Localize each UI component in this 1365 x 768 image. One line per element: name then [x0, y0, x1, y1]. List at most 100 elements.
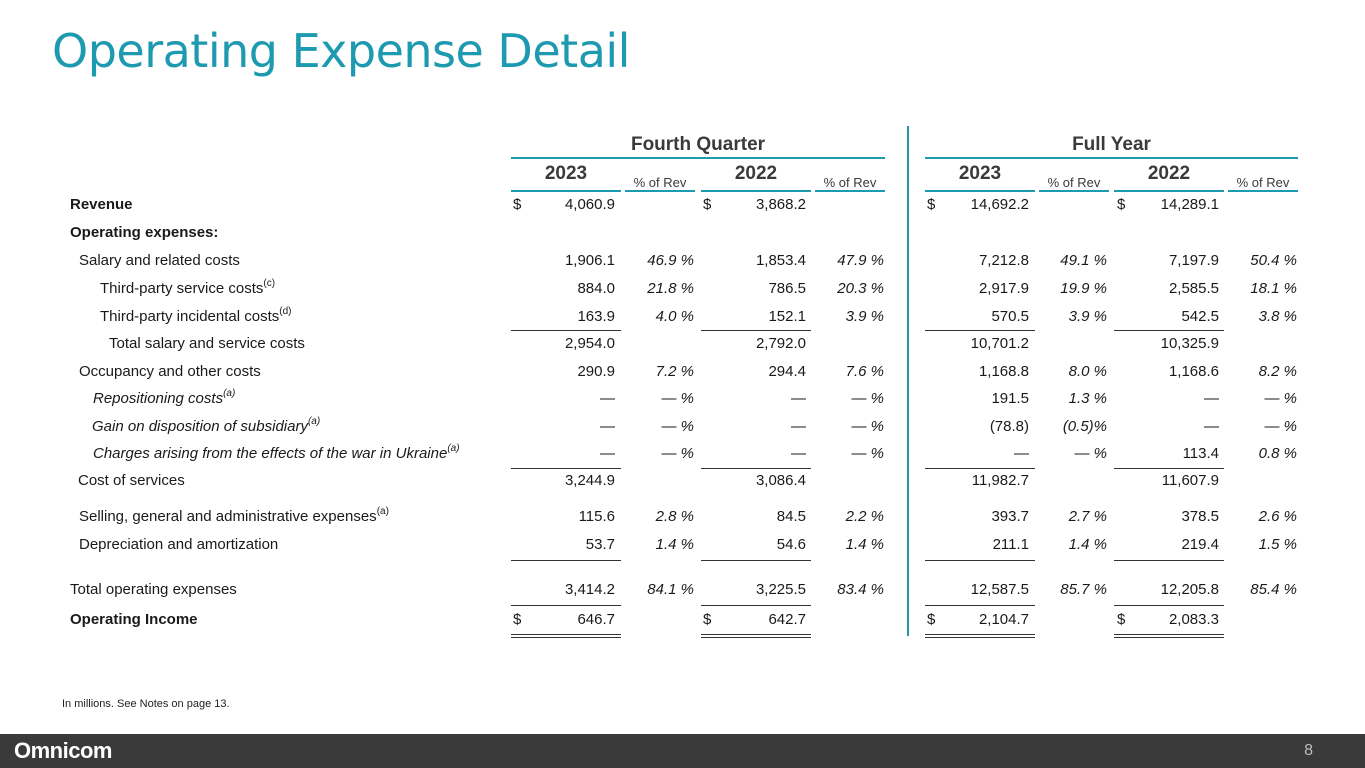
- subtotal-rule: [1114, 330, 1224, 331]
- pct-rev-cell: 1.5 %: [1258, 536, 1297, 553]
- footnote-marker: (c): [263, 278, 276, 289]
- subtotal-rule: [511, 560, 621, 561]
- column-underline: [815, 190, 885, 192]
- pct-rev-cell: — %: [661, 418, 694, 435]
- amount-cell: 1,853.4: [755, 252, 806, 269]
- pct-rev-cell: 46.9 %: [647, 252, 694, 269]
- amount-cell: 290.9: [577, 363, 615, 380]
- currency-symbol: $: [703, 611, 712, 628]
- column-pct-rev: % of Rev: [1236, 175, 1290, 190]
- amount-cell: —: [1014, 445, 1029, 462]
- amount-cell: 219.4: [1181, 536, 1219, 553]
- row-label: Occupancy and other costs: [79, 360, 261, 384]
- amount-cell: 786.5: [768, 280, 806, 297]
- amount-cell: 378.5: [1181, 508, 1219, 525]
- amount-cell: 7,212.8: [978, 252, 1029, 269]
- footnote-marker: (a): [223, 388, 236, 399]
- pct-rev-cell: 8.2 %: [1258, 363, 1297, 380]
- pct-rev-cell: 7.2 %: [655, 363, 694, 380]
- column-year: 2022: [1147, 163, 1191, 184]
- amount-cell: 11,982.7: [971, 472, 1029, 489]
- table-row: Operating expenses:: [0, 221, 1365, 245]
- amount-cell: —: [600, 418, 615, 435]
- column-underline: [1114, 190, 1224, 192]
- column-underline: [925, 190, 1035, 192]
- footnote-marker: (a): [447, 443, 460, 454]
- row-label-text: Selling, general and administrative expe…: [79, 508, 377, 525]
- amount-cell: 14,289.1: [1160, 196, 1219, 213]
- currency-symbol: $: [513, 196, 522, 213]
- row-label-text: Depreciation and amortization: [79, 536, 279, 553]
- omnicom-logo: Omnicom: [14, 738, 112, 763]
- row-label-text: Total operating expenses: [70, 581, 237, 598]
- subtotal-rule: [1114, 605, 1224, 606]
- currency-symbol: $: [703, 196, 712, 213]
- row-label-text: Cost of services: [78, 472, 185, 489]
- section-underline: [511, 157, 885, 159]
- currency-symbol: $: [927, 611, 936, 628]
- amount-cell: 1,906.1: [564, 252, 615, 269]
- subtotal-rule: [925, 330, 1035, 331]
- amount-cell: 884.0: [577, 280, 615, 297]
- row-label-text: Third-party incidental costs: [100, 308, 280, 325]
- amount-cell: —: [1204, 418, 1219, 435]
- amount-cell: —: [791, 390, 806, 407]
- table-row: Cost of services 3,244.9 3,086.4 11,982.7 11…: [0, 469, 1365, 493]
- pct-rev-cell: 0.8 %: [1258, 445, 1297, 462]
- currency-symbol: $: [927, 196, 936, 213]
- pct-rev-cell: 2.8 %: [655, 508, 694, 525]
- row-label-text: Repositioning costs: [93, 390, 224, 407]
- amount-cell: —: [1204, 390, 1219, 407]
- subtotal-rule: [701, 468, 811, 469]
- pct-rev-cell: — %: [1074, 445, 1107, 462]
- row-label-text: Salary and related costs: [79, 252, 240, 269]
- amount-cell: 570.5: [991, 308, 1029, 325]
- column-underline: [1039, 190, 1109, 192]
- row-label: Cost of services: [78, 469, 185, 493]
- row-label-text: Operating Income: [70, 611, 198, 628]
- pct-rev-cell: (0.5)%: [1062, 418, 1107, 435]
- column-pct-rev: % of Rev: [1047, 175, 1101, 190]
- footnote: In millions. See Notes on page 13.: [62, 698, 230, 710]
- amount-cell: 3,225.5: [755, 581, 806, 598]
- amount-cell: 646.7: [577, 611, 615, 628]
- table-row: Occupancy and other costs 290.9 7.2 % 294.4…: [0, 360, 1365, 384]
- amount-cell: —: [791, 418, 806, 435]
- pct-rev-cell: 2.6 %: [1258, 508, 1297, 525]
- amount-cell: —: [600, 445, 615, 462]
- pct-rev-cell: 84.1 %: [647, 581, 694, 598]
- row-label-text: Gain on disposition of subsidiary: [92, 418, 308, 435]
- footnote-marker: (d): [279, 306, 292, 317]
- amount-cell: 12,205.8: [1160, 581, 1219, 598]
- footnote-marker: (a): [307, 416, 321, 427]
- page-title: Operating Expense Detail: [52, 24, 630, 78]
- pct-rev-cell: 21.8 %: [647, 280, 694, 297]
- section-full-year: Full Year: [1072, 134, 1151, 155]
- column-underline: [625, 190, 695, 192]
- row-label-text: Total salary and service costs: [109, 335, 305, 352]
- pct-rev-cell: 2.2 %: [845, 508, 884, 525]
- table-row: Third-party incidental costs(d) 163.9 4.0 …: [0, 305, 1365, 329]
- pct-rev-cell: 1.3 %: [1068, 390, 1107, 407]
- amount-cell: 3,868.2: [755, 196, 806, 213]
- pct-rev-cell: 85.4 %: [1250, 581, 1297, 598]
- amount-cell: 2,954.0: [564, 335, 615, 352]
- amount-cell: 10,701.2: [970, 335, 1029, 352]
- footer-bar: Omnicom 8: [0, 734, 1365, 768]
- table-row: Charges arising from the effects of the …: [0, 442, 1365, 466]
- pct-rev-cell: — %: [661, 445, 694, 462]
- amount-cell: 152.1: [768, 308, 806, 325]
- column-pct-rev: % of Rev: [823, 175, 877, 190]
- amount-cell: 542.5: [1181, 308, 1219, 325]
- table-row: Gain on disposition of subsidiary(a) — — %…: [0, 415, 1365, 439]
- column-pct-rev: % of Rev: [633, 175, 687, 190]
- table-row: Selling, general and administrative expe…: [0, 505, 1365, 529]
- total-double-rule: [511, 634, 621, 638]
- amount-cell: 7,197.9: [1168, 252, 1219, 269]
- amount-cell: 3,414.2: [564, 581, 615, 598]
- pct-rev-cell: 18.1 %: [1250, 280, 1297, 297]
- amount-cell: 54.6: [776, 536, 806, 553]
- row-label: Revenue: [70, 193, 133, 217]
- subtotal-rule: [925, 468, 1035, 469]
- amount-cell: 4,060.9: [564, 196, 615, 213]
